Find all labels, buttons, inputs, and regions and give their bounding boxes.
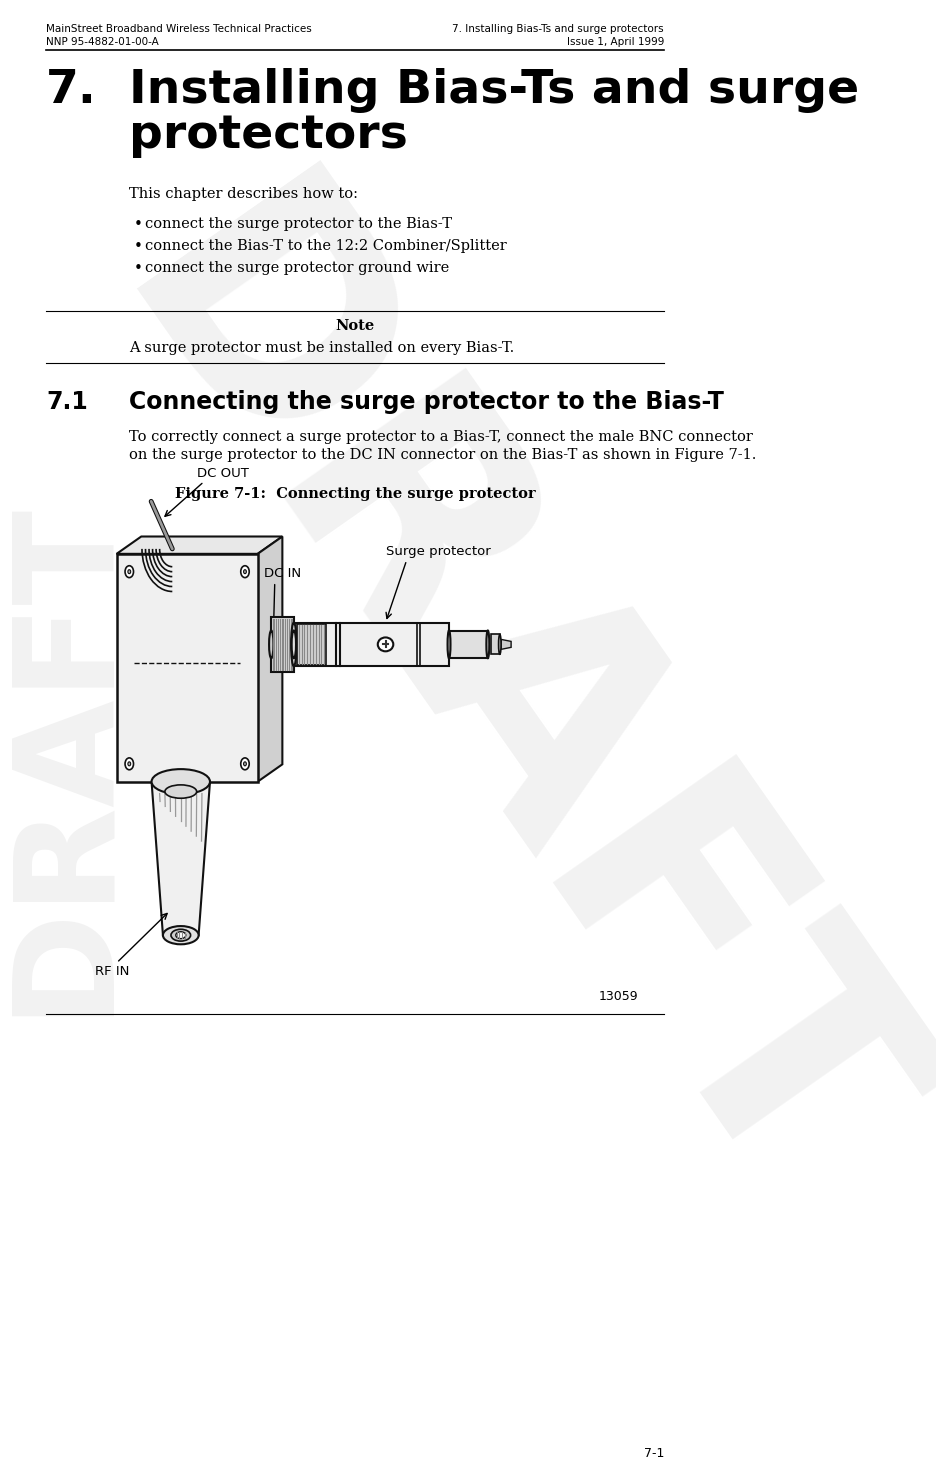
Circle shape — [125, 757, 134, 770]
Text: 7.1: 7.1 — [46, 391, 88, 415]
Text: on the surge protector to the DC IN connector on the Bias-T as shown in Figure 7: on the surge protector to the DC IN conn… — [129, 447, 756, 462]
Text: 7-1: 7-1 — [644, 1446, 664, 1460]
Text: Note: Note — [335, 319, 374, 334]
Ellipse shape — [378, 638, 393, 651]
Polygon shape — [257, 536, 283, 782]
Text: •: • — [134, 217, 143, 232]
Ellipse shape — [291, 623, 297, 666]
Polygon shape — [491, 635, 500, 654]
Ellipse shape — [292, 630, 296, 658]
Ellipse shape — [152, 769, 210, 794]
Ellipse shape — [128, 762, 131, 766]
Text: Issue 1, April 1999: Issue 1, April 1999 — [566, 37, 664, 47]
Text: connect the Bias-T to the 12:2 Combiner/Splitter: connect the Bias-T to the 12:2 Combiner/… — [145, 239, 506, 252]
Text: 13059: 13059 — [599, 990, 638, 1002]
Circle shape — [241, 565, 249, 577]
Ellipse shape — [243, 570, 246, 574]
Ellipse shape — [165, 785, 197, 799]
Text: Surge protector: Surge protector — [386, 545, 490, 558]
Ellipse shape — [499, 635, 501, 654]
Text: protectors: protectors — [129, 114, 408, 158]
Circle shape — [241, 757, 249, 770]
Ellipse shape — [163, 925, 198, 945]
Text: connect the surge protector to the Bias-T: connect the surge protector to the Bias-… — [145, 217, 452, 232]
Polygon shape — [117, 536, 283, 554]
Ellipse shape — [269, 630, 273, 658]
Text: DC IN: DC IN — [264, 567, 301, 580]
Polygon shape — [271, 617, 294, 672]
Text: •: • — [134, 261, 143, 276]
Text: 7. Installing Bias-Ts and surge protectors: 7. Installing Bias-Ts and surge protecto… — [452, 24, 664, 34]
Polygon shape — [117, 554, 257, 782]
Polygon shape — [449, 630, 488, 658]
Ellipse shape — [447, 630, 450, 658]
Text: DRAFT: DRAFT — [55, 155, 936, 1261]
Text: 7.: 7. — [46, 68, 97, 114]
Text: Installing Bias-Ts and surge: Installing Bias-Ts and surge — [129, 68, 859, 114]
Text: NNP 95-4882-01-00-A: NNP 95-4882-01-00-A — [46, 37, 159, 47]
Text: Connecting the surge protector to the Bias-T: Connecting the surge protector to the Bi… — [129, 391, 724, 415]
Polygon shape — [501, 639, 511, 649]
Ellipse shape — [487, 630, 490, 658]
Text: DC OUT: DC OUT — [197, 466, 249, 480]
Polygon shape — [298, 623, 326, 666]
Polygon shape — [294, 623, 449, 666]
Ellipse shape — [128, 570, 131, 574]
Circle shape — [125, 565, 134, 577]
Text: DRAFT: DRAFT — [0, 497, 131, 1017]
Text: MainStreet Broadband Wireless Technical Practices: MainStreet Broadband Wireless Technical … — [46, 24, 312, 34]
Polygon shape — [152, 782, 210, 936]
Text: RF IN: RF IN — [95, 965, 130, 979]
Ellipse shape — [176, 931, 185, 939]
Text: To correctly connect a surge protector to a Bias-T, connect the male BNC connect: To correctly connect a surge protector t… — [129, 430, 753, 444]
Ellipse shape — [243, 762, 246, 766]
Text: Figure 7-1:  Connecting the surge protector: Figure 7-1: Connecting the surge protect… — [175, 487, 535, 502]
Text: This chapter describes how to:: This chapter describes how to: — [129, 187, 358, 201]
Ellipse shape — [171, 930, 191, 942]
Text: A surge protector must be installed on every Bias-T.: A surge protector must be installed on e… — [129, 341, 515, 354]
Text: •: • — [134, 239, 143, 254]
Text: connect the surge protector ground wire: connect the surge protector ground wire — [145, 261, 449, 275]
